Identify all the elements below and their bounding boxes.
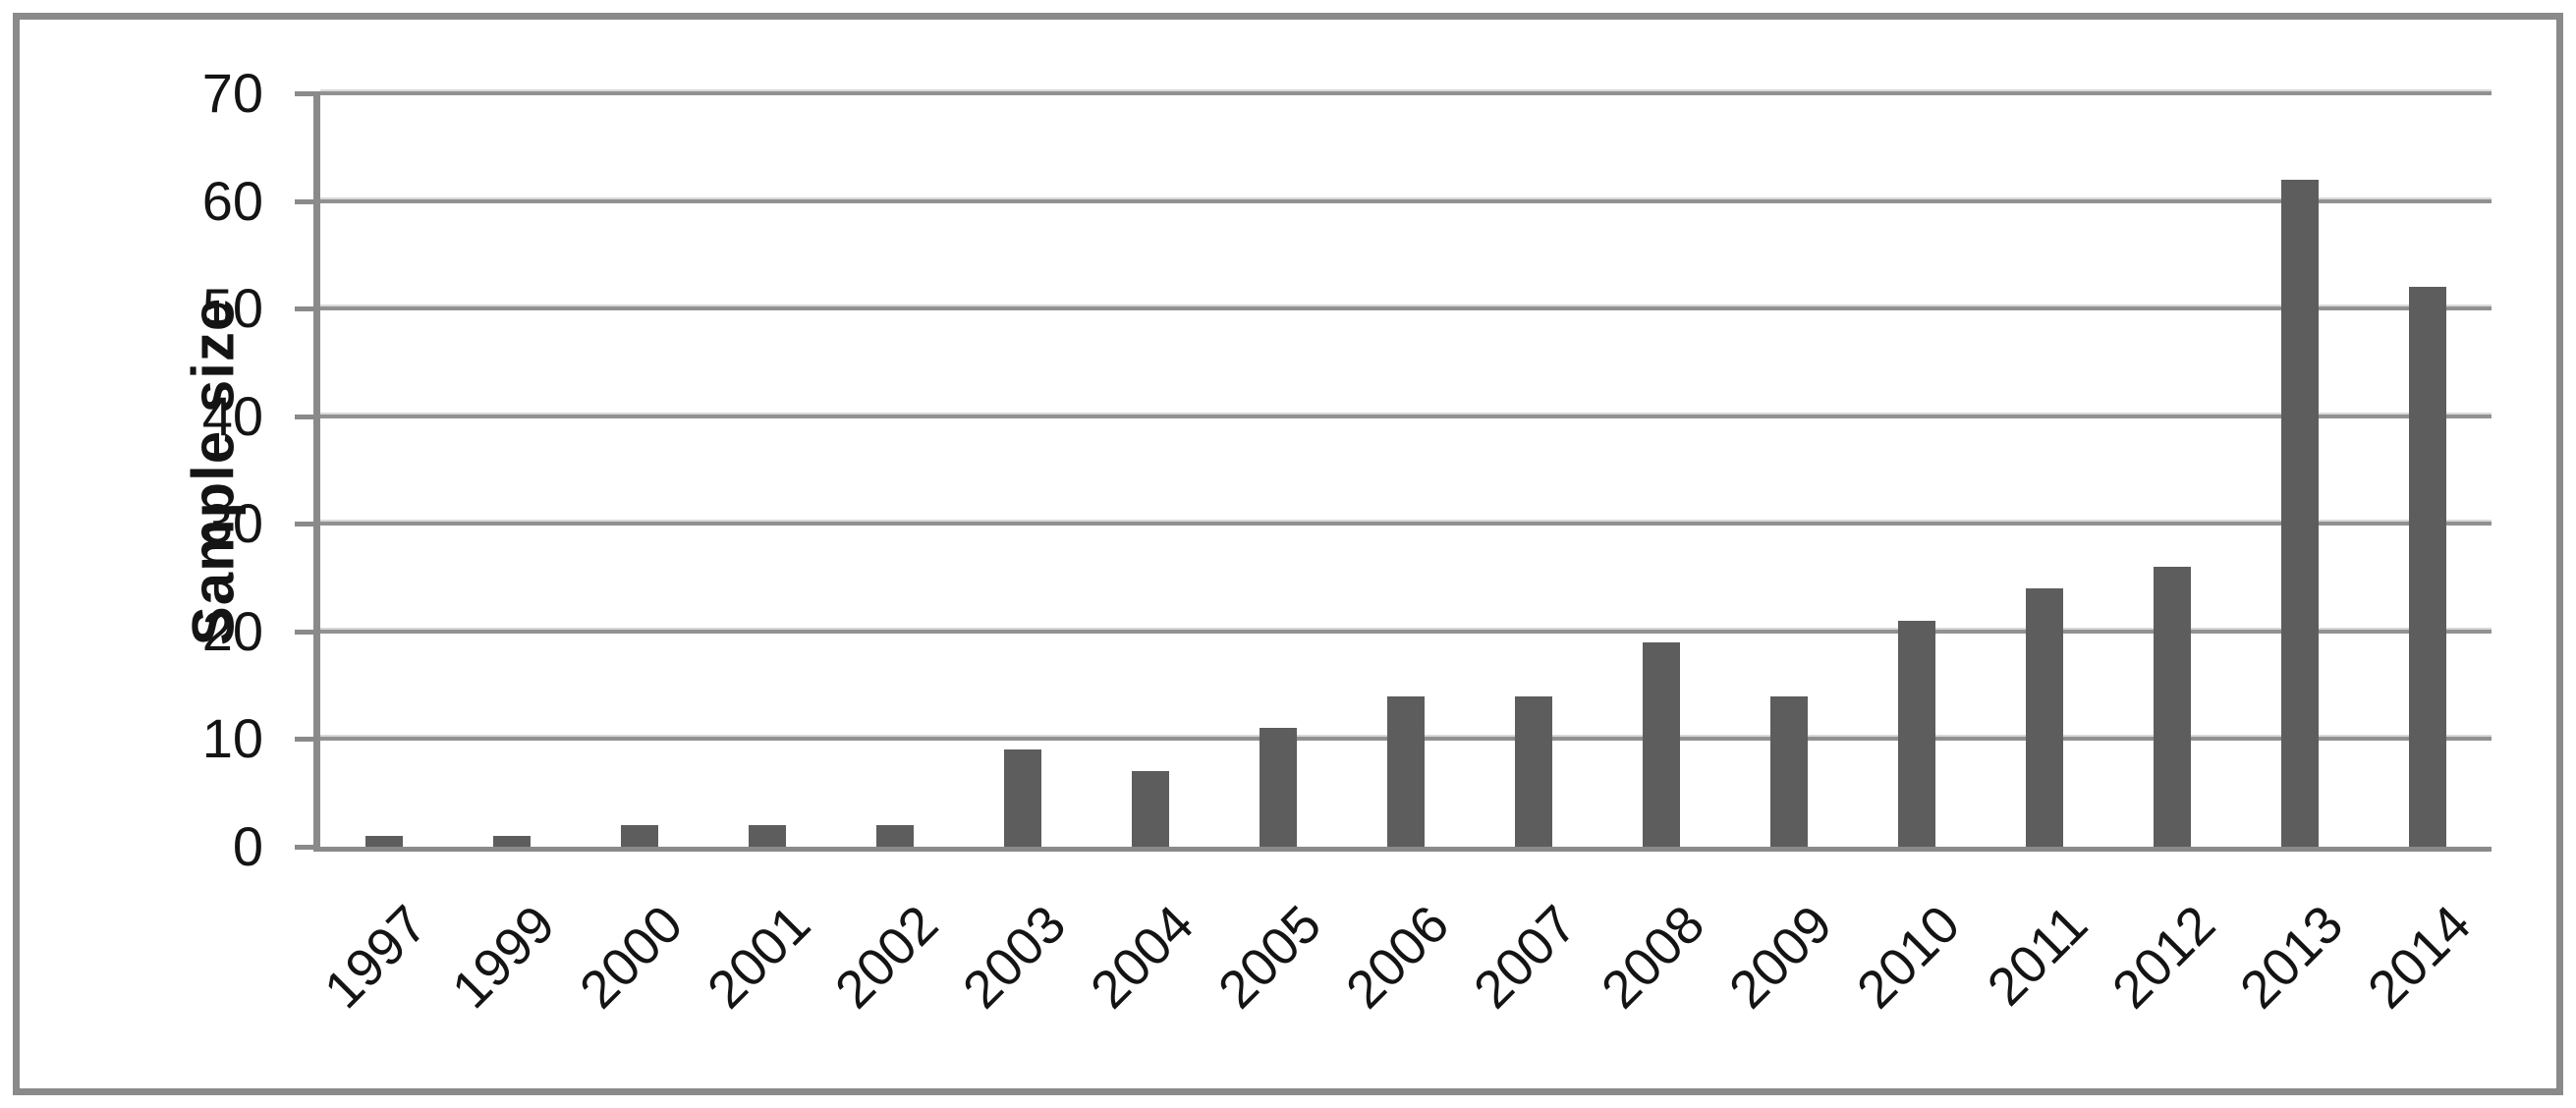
x-axis-label-2000: 2000 (568, 894, 695, 1021)
bar-1999 (493, 836, 531, 847)
bar-2002 (876, 825, 914, 847)
bar-2007 (1515, 695, 1552, 847)
bar-slot-2008 (1597, 93, 1725, 847)
chart-frame: Sample size 0 10 20 30 40 50 60 70 1997 1999 2000… (13, 13, 2563, 1095)
x-axis-label-2011: 2011 (1976, 894, 2100, 1018)
x-label-slot-2013: 2013 (2229, 847, 2364, 1073)
x-axis-label-2002: 2002 (823, 894, 950, 1021)
x-label-slot-2009: 2009 (1718, 847, 1853, 1073)
bar-2000 (621, 825, 658, 847)
bar-2013 (2281, 179, 2319, 847)
bar-slot-2014 (2364, 93, 2492, 847)
gridline-50 (320, 306, 2492, 311)
x-label-slot-2008: 2008 (1591, 847, 1725, 1073)
bar-slot-2013 (2236, 93, 2364, 847)
x-axis-label-2014: 2014 (2356, 894, 2483, 1021)
y-axis-line (313, 91, 320, 852)
y-tick-label-50: 50 (201, 277, 263, 340)
x-axis-label-2006: 2006 (1334, 894, 1461, 1021)
bar-1997 (365, 836, 403, 847)
bar-2008 (1643, 641, 1680, 847)
bar-slot-2004 (1087, 93, 1214, 847)
bar-slot-2005 (1214, 93, 1342, 847)
bar-2014 (2409, 287, 2446, 847)
bar-slot-2011 (1981, 93, 2108, 847)
bar-2001 (749, 825, 786, 847)
x-axis-label-2005: 2005 (1206, 894, 1333, 1021)
x-label-slot-2001: 2001 (697, 847, 831, 1073)
y-tick-mark-50 (295, 306, 320, 312)
plot-area (295, 91, 2492, 852)
bar-slot-2010 (1853, 93, 1981, 847)
y-tick-label-30: 30 (201, 492, 263, 555)
x-axis-labels: 1997 1999 2000 2001 2002 2003 2004 2005 2006 2007… (313, 847, 2492, 1073)
bar-slot-2001 (703, 93, 831, 847)
bar-slot-2006 (1342, 93, 1470, 847)
bar-2010 (1898, 620, 1935, 847)
x-label-slot-1999: 1999 (441, 847, 576, 1073)
x-axis-label-2013: 2013 (2228, 894, 2355, 1021)
bar-slot-1999 (448, 93, 576, 847)
y-tick-mark-10 (295, 737, 320, 743)
y-axis-tick-labels: 0 10 20 30 40 50 60 70 (20, 20, 263, 1088)
bar-slot-2000 (576, 93, 703, 847)
x-axis-label-1997: 1997 (312, 894, 439, 1021)
bar-slot-2003 (959, 93, 1087, 847)
x-label-slot-2010: 2010 (1846, 847, 1981, 1073)
bar-2011 (2026, 588, 2063, 847)
bar-2005 (1260, 728, 1297, 847)
gridline-20 (320, 629, 2492, 634)
x-axis-label-2007: 2007 (1462, 894, 1589, 1021)
x-label-slot-2006: 2006 (1335, 847, 1470, 1073)
x-axis-label-2001: 2001 (696, 894, 822, 1021)
x-label-slot-2004: 2004 (1080, 847, 1214, 1073)
bar-slot-2002 (831, 93, 959, 847)
bar-slot-1997 (320, 93, 448, 847)
x-axis-label-2012: 2012 (2100, 894, 2227, 1021)
bar-slot-2012 (2108, 93, 2236, 847)
x-label-slot-2002: 2002 (824, 847, 959, 1073)
y-tick-mark-60 (295, 198, 320, 204)
x-axis-label-2004: 2004 (1079, 894, 1205, 1021)
x-label-slot-1997: 1997 (313, 847, 448, 1073)
y-tick-label-70: 70 (201, 62, 263, 124)
x-axis-line (313, 847, 2492, 852)
x-label-slot-2014: 2014 (2357, 847, 2492, 1073)
bar-2006 (1387, 695, 1425, 847)
x-label-slot-2007: 2007 (1463, 847, 1597, 1073)
bar-slot-2007 (1470, 93, 1597, 847)
x-axis-label-2008: 2008 (1590, 894, 1716, 1021)
bar-series (320, 93, 2492, 847)
gridline-30 (320, 522, 2492, 526)
y-tick-label-60: 60 (201, 169, 263, 232)
y-tick-mark-0 (295, 845, 320, 850)
bar-2003 (1004, 749, 1041, 847)
gridline-40 (320, 414, 2492, 418)
x-axis-label-1999: 1999 (440, 894, 567, 1021)
bar-slot-2009 (1725, 93, 1853, 847)
y-tick-mark-20 (295, 629, 320, 635)
y-tick-label-0: 0 (232, 815, 263, 877)
y-tick-mark-40 (295, 414, 320, 419)
x-label-slot-2005: 2005 (1207, 847, 1342, 1073)
x-axis-label-2003: 2003 (951, 894, 1078, 1021)
gridline-70 (320, 91, 2492, 95)
y-tick-mark-30 (295, 522, 320, 527)
y-tick-label-40: 40 (201, 384, 263, 447)
y-tick-mark-70 (295, 91, 320, 96)
x-label-slot-2003: 2003 (952, 847, 1087, 1073)
y-tick-label-20: 20 (201, 599, 263, 662)
x-label-slot-2011: 2011 (1977, 847, 2108, 1073)
x-label-slot-2000: 2000 (569, 847, 703, 1073)
x-label-slot-2012: 2012 (2101, 847, 2236, 1073)
x-axis-label-2009: 2009 (1717, 894, 1844, 1021)
x-axis-label-2010: 2010 (1845, 894, 1972, 1021)
y-tick-label-10: 10 (201, 707, 263, 770)
bar-2012 (2154, 567, 2191, 847)
bar-2004 (1132, 771, 1169, 847)
gridline-60 (320, 198, 2492, 203)
bar-2009 (1770, 695, 1808, 847)
